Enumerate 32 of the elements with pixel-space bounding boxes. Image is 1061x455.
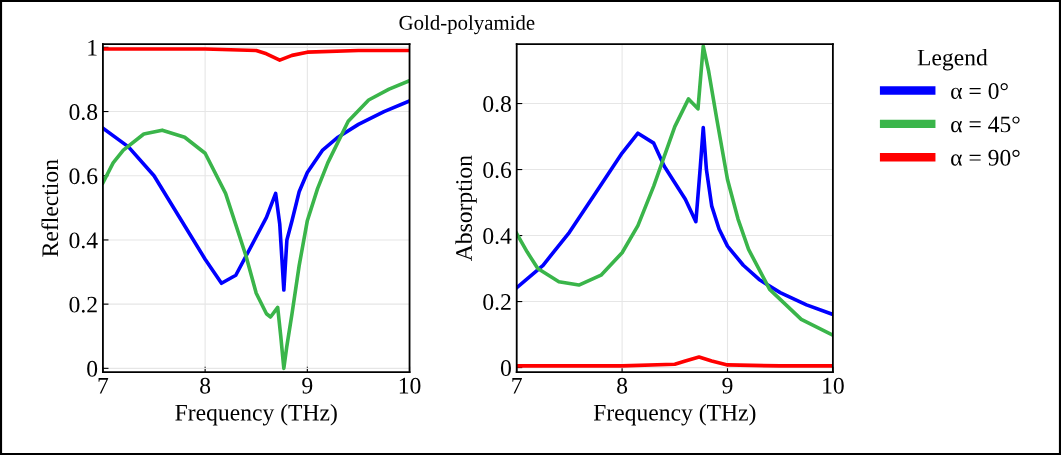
y-tick-label: 0 <box>87 360 98 377</box>
line-series <box>102 99 410 292</box>
y-tick-label: 0.6 <box>483 162 512 179</box>
x-tick-label: 7 <box>512 377 522 394</box>
line-series <box>516 125 833 317</box>
x-tick-label: 8 <box>617 377 628 394</box>
legend-label: α = 0° <box>951 83 1008 100</box>
y-tick-label: 0.8 <box>69 104 98 121</box>
legend-label: α = 45° <box>951 116 1020 133</box>
x-tick-label: 10 <box>399 377 421 394</box>
line-series <box>516 355 833 368</box>
x-tick-label: 7 <box>98 377 109 394</box>
y-tick-label: 0 <box>500 360 511 376</box>
x-tick-label: 9 <box>302 377 313 394</box>
y-tick-label: 0.4 <box>483 228 512 245</box>
y-tick-label: 1 <box>88 39 97 56</box>
line-series <box>102 47 410 62</box>
legend-label: α = 90° <box>951 149 1020 166</box>
x-tick-label: 8 <box>200 377 211 394</box>
y-tick-label: 0.6 <box>69 168 98 185</box>
y-axis-title: Absorption <box>455 155 477 262</box>
y-tick-label: 0.4 <box>69 232 98 249</box>
x-axis-title: Frequency (THz) <box>175 404 337 426</box>
y-tick-label: 0.2 <box>483 294 511 311</box>
y-tick-label: 0.2 <box>69 296 97 313</box>
text: Gold-polyamide <box>399 15 535 35</box>
legend-title: Legend <box>917 48 988 71</box>
x-tick-label: 10 <box>823 377 844 394</box>
x-tick-label: 9 <box>722 377 733 394</box>
x-axis-title: Frequency (THz) <box>593 404 756 426</box>
y-tick-label: 0.8 <box>483 96 511 113</box>
y-axis-title: Reflection <box>41 159 59 257</box>
